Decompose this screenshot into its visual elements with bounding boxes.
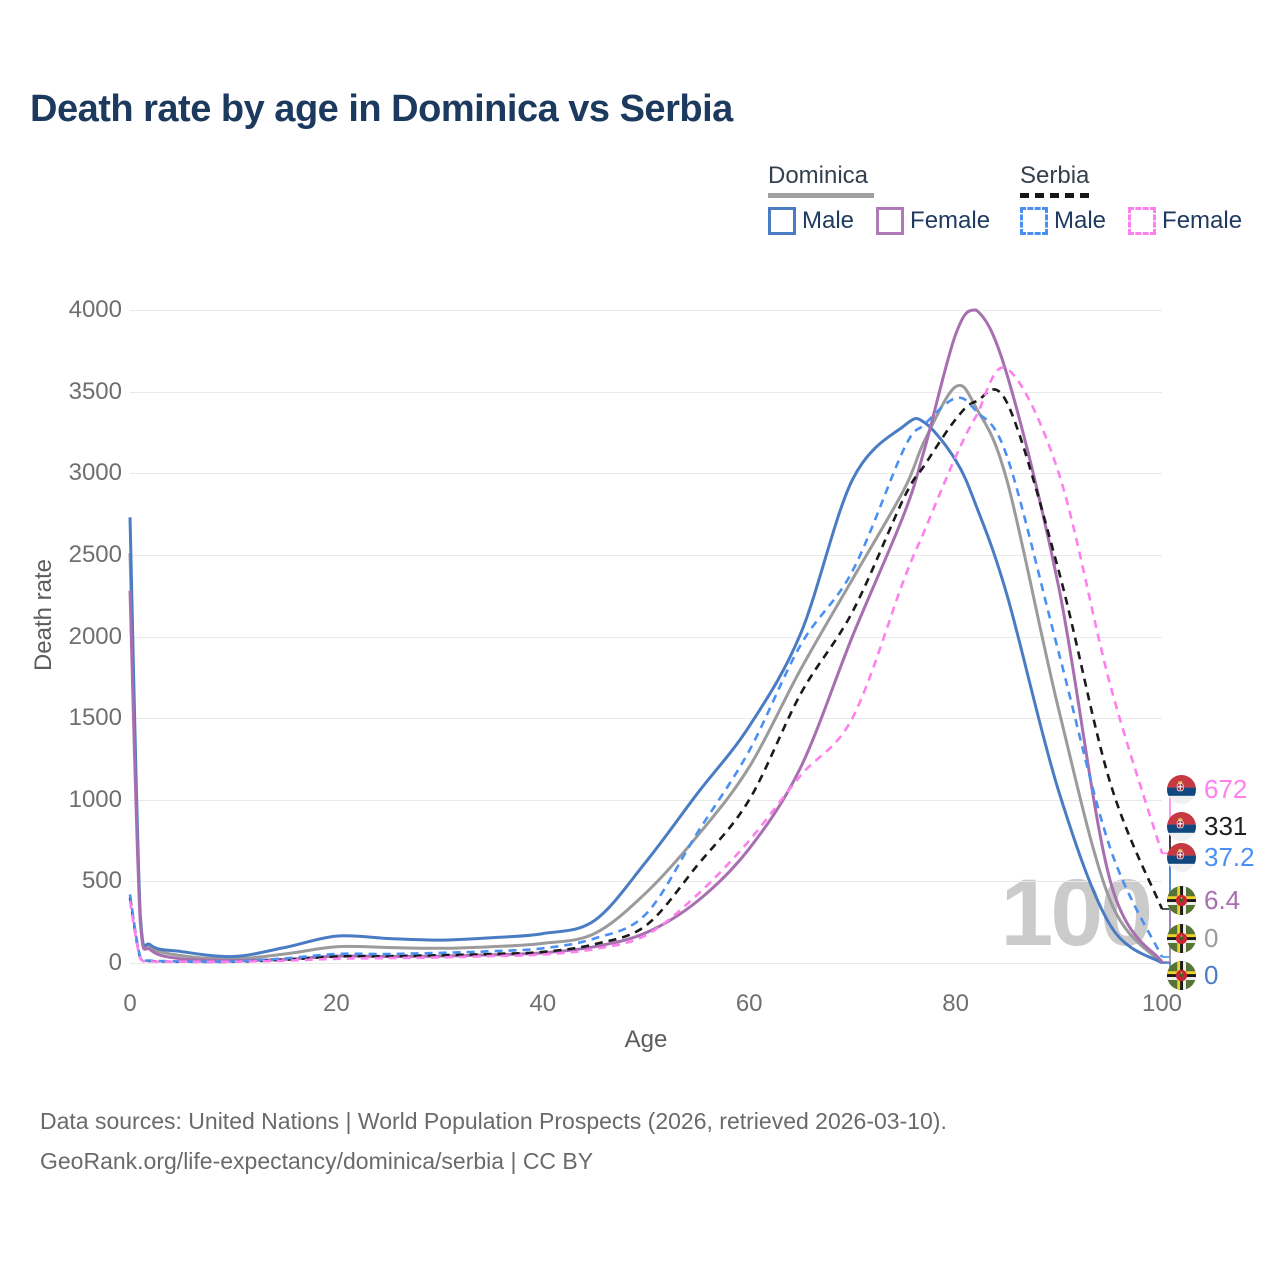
legend-group-dominica: Dominica Male Female: [768, 162, 1012, 235]
y-tick-label: 4000: [68, 296, 122, 323]
dominica-flag-icon: [1166, 923, 1197, 954]
legend-group-title-dominica[interactable]: Dominica: [768, 162, 1012, 198]
gridline: [130, 473, 1162, 475]
x-axis-title: Age: [624, 1026, 668, 1053]
line-dominica_male[interactable]: [128, 417, 1163, 965]
x-tick-label: 0: [123, 990, 137, 1017]
x-tick-label: 40: [529, 990, 557, 1017]
y-tick-label: 1500: [68, 704, 122, 732]
serbia-female-swatch-icon: [1128, 207, 1157, 235]
end-value-label-dominica_male: 0: [1204, 960, 1219, 990]
line-dominica_all[interactable]: [128, 383, 1164, 965]
gridline: [130, 963, 1162, 964]
dominica-female-swatch-icon: [876, 207, 905, 235]
end-value-label-dominica_female: 6.4: [1204, 885, 1241, 915]
dominica-male-swatch-icon: [768, 207, 796, 235]
serbia-male-swatch-icon: [1020, 207, 1048, 235]
line-serbia_male[interactable]: [128, 396, 1164, 963]
y-tick-label: 2500: [68, 540, 122, 568]
legend-item-dominica-female[interactable]: Female: [876, 207, 990, 235]
gridline: [130, 391, 1162, 393]
serbia-flag-icon: [1166, 774, 1197, 805]
dominica-flag-icon: [1166, 960, 1197, 991]
x-tick-label: 20: [323, 990, 350, 1017]
end-value-label-dominica_all: 0: [1204, 923, 1219, 953]
legend-item-dominica-male[interactable]: Male: [768, 207, 854, 235]
end-value-label-serbia_female: 672: [1204, 774, 1248, 804]
y-tick-label: 1000: [68, 785, 122, 813]
dominica-flag-icon: [1166, 885, 1197, 916]
y-tick-label: 3500: [68, 377, 122, 405]
gridline: [130, 881, 1162, 883]
line-serbia_all[interactable]: [128, 388, 1164, 964]
gridline: [130, 718, 1162, 720]
gridline: [130, 310, 1162, 311]
line-dominica_female[interactable]: [128, 308, 1164, 963]
end-value-label-serbia_male: 37.2: [1204, 842, 1255, 872]
gridline: [130, 554, 1162, 556]
legend-group-serbia: Serbia Male Female: [1020, 162, 1264, 235]
legend-group-title-serbia[interactable]: Serbia: [1020, 162, 1264, 198]
data-sources-note: Data sources: United Nations | World Pop…: [40, 1108, 947, 1134]
legend-item-serbia-female[interactable]: Female: [1128, 207, 1242, 235]
gridline: [130, 799, 1162, 801]
page-title: Death rate by age in Dominica vs Serbia: [30, 88, 733, 130]
serbia-flag-icon: [1166, 842, 1197, 873]
y-tick-label: 2000: [68, 622, 122, 650]
y-tick-label: 3000: [68, 459, 122, 487]
dominica-line-sample: [768, 193, 874, 198]
curves-canvas: [128, 308, 1176, 977]
x-tick-label: 80: [942, 990, 969, 1017]
y-tick-label: 500: [81, 867, 122, 895]
x-tick-label: 100: [1141, 990, 1183, 1017]
gridline: [130, 636, 1162, 638]
serbia-flag-icon: [1166, 811, 1197, 842]
legend-item-serbia-male[interactable]: Male: [1020, 207, 1106, 235]
end-value-label-serbia_all: 331: [1204, 811, 1248, 841]
y-tick-label: 0: [108, 949, 122, 976]
line-serbia_female[interactable]: [128, 366, 1164, 964]
serbia-line-sample: [1020, 193, 1094, 198]
attribution-link[interactable]: GeoRank.org/life-expectancy/dominica/ser…: [40, 1148, 594, 1174]
x-tick-label: 60: [735, 990, 763, 1017]
